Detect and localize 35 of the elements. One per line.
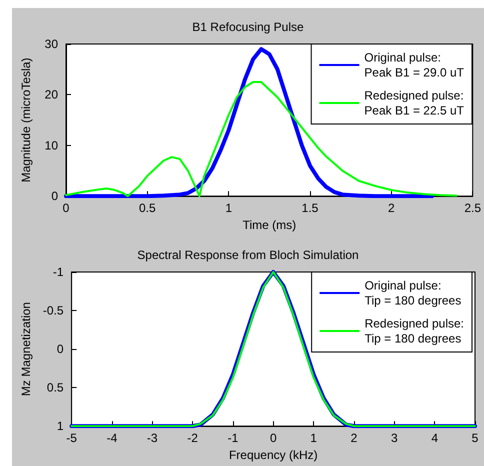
x-tick-label: 0 <box>270 431 277 446</box>
x-tick-label: -4 <box>106 431 118 446</box>
x-tick-label: -5 <box>66 431 78 446</box>
y-tick-label: 20 <box>44 88 58 102</box>
x-tick-label: 2.5 <box>464 201 482 216</box>
x-tick-label: 5 <box>472 431 479 446</box>
x-tick-label: -2 <box>187 431 198 446</box>
legend-label: Original pulse: Tip = 180 degrees <box>364 278 462 308</box>
y-tick-label: 10 <box>44 138 58 152</box>
x-tick-label: 2 <box>388 201 395 216</box>
legend-label: Redesigned pulse: Tip = 180 degrees <box>364 316 464 346</box>
chart-title: B1 Refocusing Pulse <box>192 20 304 34</box>
x-axis-title: Time (ms) <box>242 218 296 232</box>
x-tick-label: 1.5 <box>302 201 319 216</box>
x-tick-label: -1 <box>228 431 239 446</box>
chart-title: Spectral Response from Bloch Simulation <box>137 248 359 262</box>
y-axis-title: Magnitude (microTesla) <box>19 58 33 182</box>
y-tick-label: 30 <box>44 37 58 51</box>
y-tick-label: 0.5 <box>46 380 64 395</box>
y-axis-title: Mz Magnetization <box>19 302 33 396</box>
x-axis-title: Frequency (kHz) <box>228 448 318 462</box>
legend-label: Redesigned pulse: Peak B1 = 22.5 uT <box>364 88 465 118</box>
y-tick-label: -1 <box>52 265 64 279</box>
x-tick-label: 1 <box>225 201 232 216</box>
y-tick-label: -0.5 <box>42 304 64 318</box>
y-tick-label: 0 <box>56 342 64 356</box>
x-tick-label: -3 <box>146 431 158 446</box>
x-tick-label: 4 <box>431 431 438 446</box>
legend-label: Original pulse: Peak B1 = 29.0 uT <box>364 50 465 80</box>
y-tick-label: 0 <box>51 189 58 204</box>
x-tick-label: 0.5 <box>138 201 156 216</box>
y-tick-label: 1 <box>56 419 64 434</box>
x-tick-label: 3 <box>390 431 398 446</box>
x-tick-label: 2 <box>350 431 358 446</box>
x-tick-label: 1 <box>310 431 318 446</box>
